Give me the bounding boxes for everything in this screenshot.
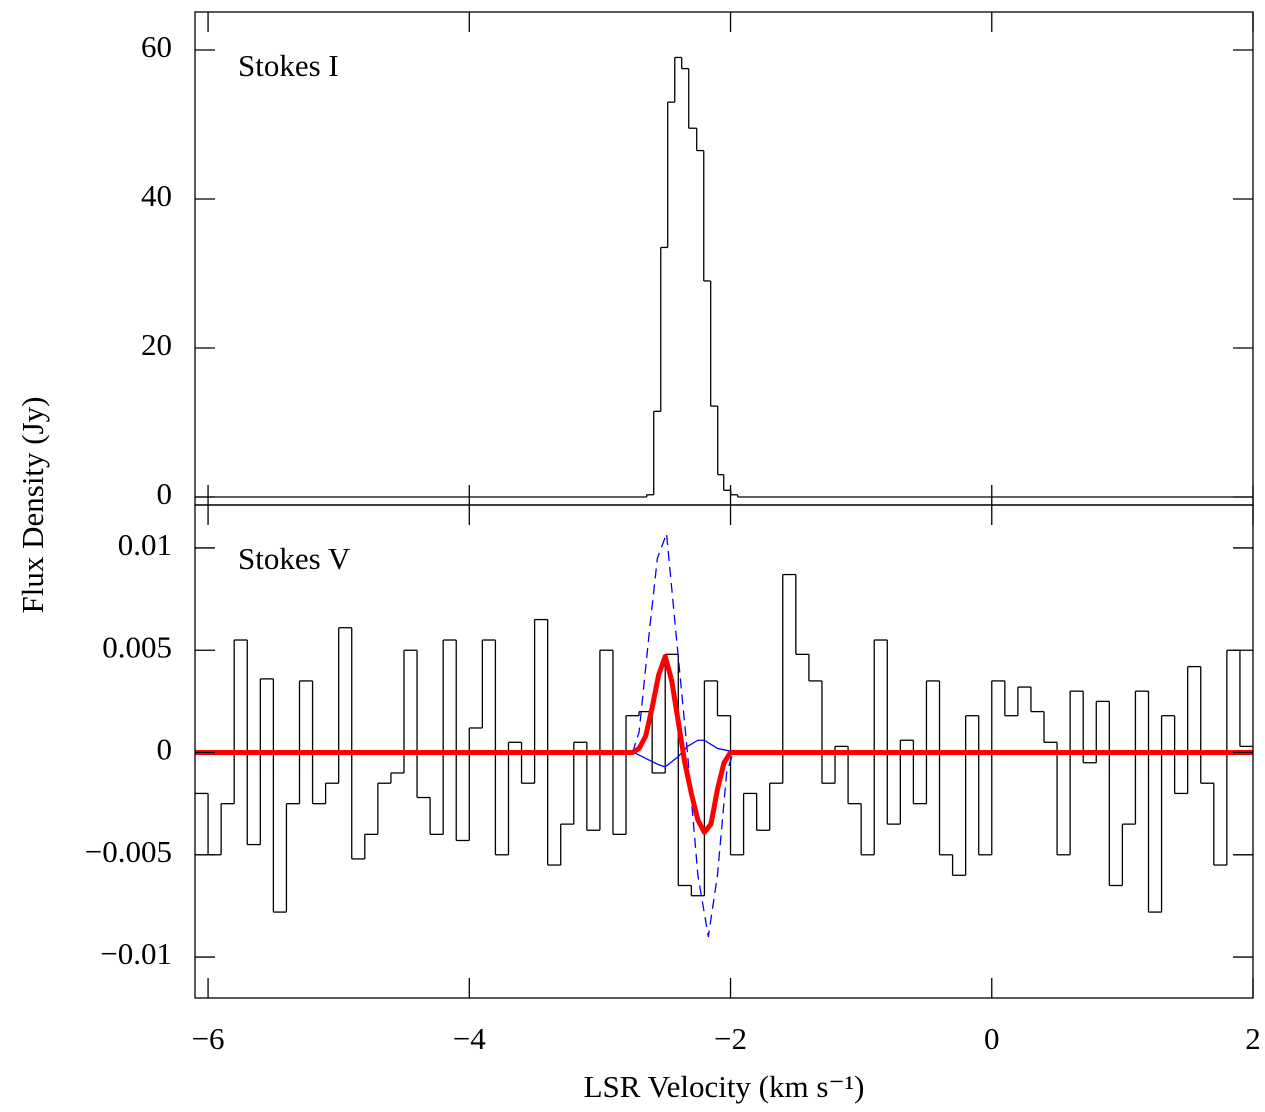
y-tick-label: 0: [157, 476, 173, 511]
y-tick-label: −0.005: [85, 834, 172, 869]
data-line: [633, 739, 738, 768]
y-tick-label: 40: [141, 178, 172, 213]
x-tick-label: 2: [1245, 1021, 1261, 1056]
y-tick-label: 20: [141, 327, 172, 362]
plot-frame: [194, 11, 1254, 506]
x-tick-label: −4: [453, 1021, 486, 1056]
y-tick-label: 60: [141, 29, 172, 64]
panel-annotation: Stokes V: [238, 541, 351, 576]
data-line: [195, 653, 1253, 835]
x-axis-label: LSR Velocity (km s⁻¹): [584, 1069, 865, 1104]
x-tick-label: −2: [714, 1021, 747, 1056]
y-tick-label: 0.005: [102, 629, 172, 664]
data-line: [631, 532, 734, 938]
plot-frame: [194, 504, 1254, 999]
y-tick-label: −0.01: [100, 936, 172, 971]
y-axis-label: Flux Density (Jy): [15, 397, 50, 614]
y-tick-label: 0: [157, 732, 173, 767]
panel-annotation: Stokes I: [238, 48, 339, 83]
x-tick-label: −6: [192, 1021, 225, 1056]
x-tick-label: 0: [984, 1021, 1000, 1056]
y-tick-label: 0.01: [118, 527, 172, 562]
